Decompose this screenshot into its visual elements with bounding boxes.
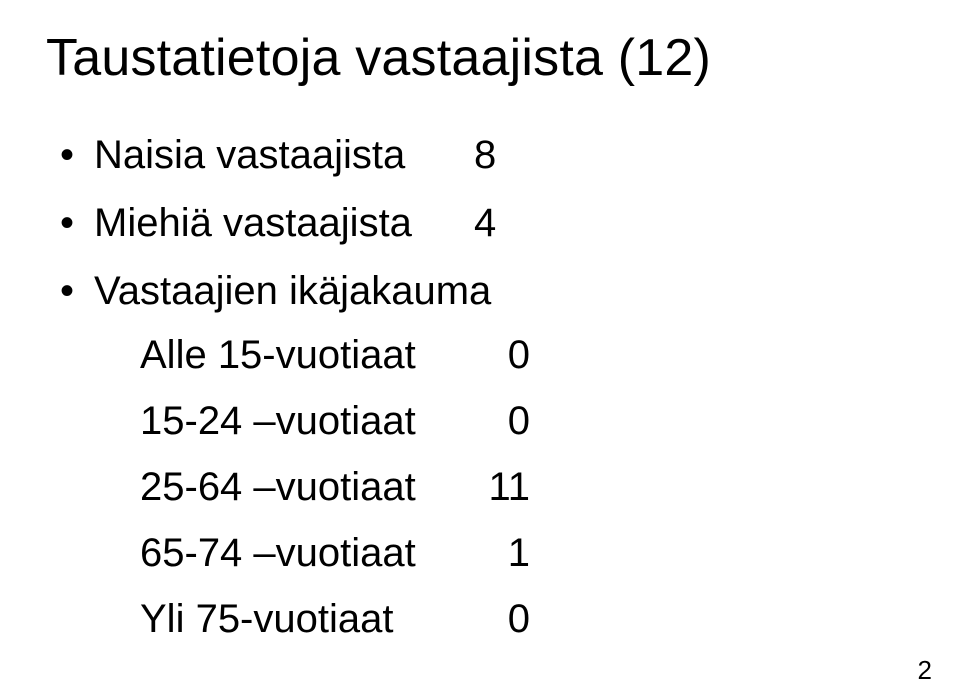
age-value: 1 xyxy=(474,522,530,584)
age-value: 0 xyxy=(474,588,530,650)
age-row-15-24: 15-24 –vuotiaat 0 xyxy=(140,390,914,452)
age-header: Vastaajien ikäjakauma xyxy=(94,269,491,313)
age-label: 25-64 –vuotiaat xyxy=(140,456,450,518)
bullet-item-age: Vastaajien ikäjakauma Alle 15-vuotiaat 0… xyxy=(60,260,914,650)
age-label: 65-74 –vuotiaat xyxy=(140,522,450,584)
spacer xyxy=(450,456,474,518)
age-label: 15-24 –vuotiaat xyxy=(140,390,450,452)
label-female: Naisia vastaajista xyxy=(94,124,464,186)
age-value: 11 xyxy=(474,456,530,518)
age-label: Alle 15-vuotiaat xyxy=(140,324,450,386)
spacer xyxy=(450,522,474,584)
age-label: Yli 75-vuotiaat xyxy=(140,588,450,650)
age-row-25-64: 25-64 –vuotiaat 11 xyxy=(140,456,914,518)
spacer xyxy=(450,588,474,650)
page-title: Taustatietoja vastaajista (12) xyxy=(46,28,914,88)
bullet-list: Naisia vastaajista 8 Miehiä vastaajista … xyxy=(60,124,914,650)
bullet-item-female: Naisia vastaajista 8 xyxy=(60,124,914,186)
label-male: Miehiä vastaajista xyxy=(94,192,464,254)
age-row-under15: Alle 15-vuotiaat 0 xyxy=(140,324,914,386)
age-row-65-74: 65-74 –vuotiaat 1 xyxy=(140,522,914,584)
age-list: Alle 15-vuotiaat 0 15-24 –vuotiaat 0 25-… xyxy=(94,324,914,650)
spacer xyxy=(464,192,474,254)
spacer xyxy=(464,124,474,186)
age-row-over75: Yli 75-vuotiaat 0 xyxy=(140,588,914,650)
age-value: 0 xyxy=(474,324,530,386)
value-male: 4 xyxy=(474,192,496,254)
bullet-item-male: Miehiä vastaajista 4 xyxy=(60,192,914,254)
value-female: 8 xyxy=(474,124,496,186)
page-number: 2 xyxy=(918,655,932,686)
spacer xyxy=(450,390,474,452)
age-value: 0 xyxy=(474,390,530,452)
spacer xyxy=(450,324,474,386)
slide: Taustatietoja vastaajista (12) Naisia va… xyxy=(0,0,960,700)
